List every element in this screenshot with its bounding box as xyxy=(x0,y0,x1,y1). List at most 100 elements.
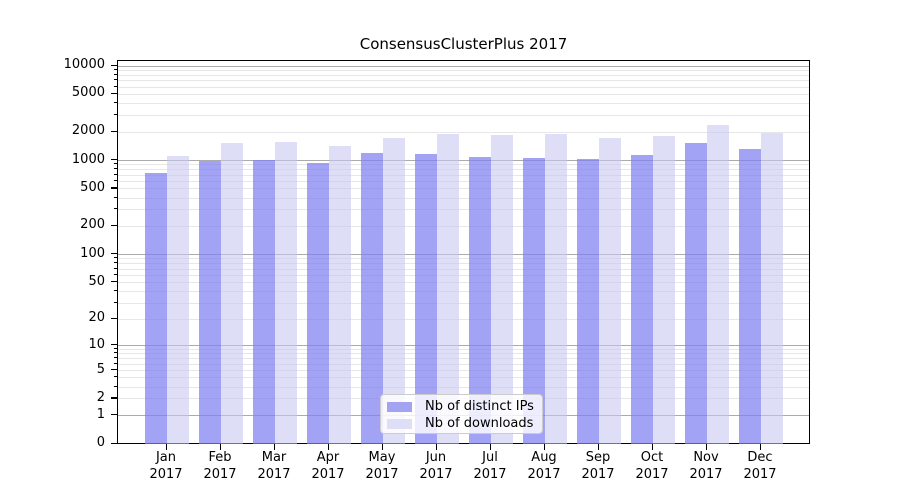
bar-nb-of-downloads-feb xyxy=(221,143,243,444)
gridline-4000 xyxy=(118,103,809,105)
y-tick-label-2: 2 xyxy=(96,389,105,405)
legend-label: Nb of distinct IPs xyxy=(425,399,534,414)
plot-area: Nb of distinct IPs Nb of downloads xyxy=(117,60,810,444)
y-tick-label-100: 100 xyxy=(80,245,105,261)
y-tick-500 xyxy=(111,187,117,189)
y-minor-tick-9000 xyxy=(114,68,117,70)
gridline-10000 xyxy=(118,65,809,67)
gridline-70 xyxy=(118,268,809,270)
y-minor-tick-70 xyxy=(114,267,117,269)
gridline-60 xyxy=(118,274,809,276)
bar-nb-of-downloads-aug xyxy=(545,134,567,444)
y-tick-2 xyxy=(111,397,117,399)
gridline-1000 xyxy=(118,160,809,161)
gridline-300 xyxy=(118,209,809,211)
y-tick-10000 xyxy=(111,64,117,66)
y-tick-label-500: 500 xyxy=(80,179,105,195)
x-tick-label-apr: Apr 2017 xyxy=(311,450,345,482)
y-tick-label-1000: 1000 xyxy=(71,151,105,167)
y-tick-0 xyxy=(111,442,117,444)
bar-nb-of-distinct-ips-dec xyxy=(739,149,761,444)
legend-swatch-icon xyxy=(387,401,412,412)
x-tick-label-dec: Dec 2017 xyxy=(743,450,777,482)
legend-item-nb-of-downloads: Nb of downloads xyxy=(387,415,542,432)
x-tick-label-feb: Feb 2017 xyxy=(203,450,237,482)
x-tick-label-may: May 2017 xyxy=(365,450,399,482)
gridline-600 xyxy=(118,180,809,182)
gridline-7 xyxy=(118,358,809,360)
y-tick-label-200: 200 xyxy=(80,217,105,233)
x-tick-jan xyxy=(165,444,167,450)
bar-nb-of-downloads-sep xyxy=(599,137,621,444)
gridline-6000 xyxy=(118,86,809,88)
bar-nb-of-distinct-ips-oct xyxy=(631,155,653,444)
gridline-2000 xyxy=(118,131,809,133)
y-tick-50 xyxy=(111,281,117,283)
y-minor-tick-900 xyxy=(114,163,117,165)
y-tick-label-50: 50 xyxy=(88,273,105,289)
legend-item-nb-of-distinct-ips: Nb of distinct IPs xyxy=(387,398,542,415)
bar-nb-of-downloads-apr xyxy=(329,146,351,444)
gridline-20 xyxy=(118,318,809,320)
bar-nb-of-downloads-jan xyxy=(167,156,189,444)
bar-nb-of-distinct-ips-mar xyxy=(253,160,275,444)
chart-title: ConsensusClusterPlus 2017 xyxy=(359,35,568,53)
bar-nb-of-distinct-ips-feb xyxy=(199,160,221,444)
x-tick-apr xyxy=(327,444,329,450)
gridline-30 xyxy=(118,302,809,304)
y-minor-tick-4 xyxy=(114,376,117,378)
bar-nb-of-downloads-mar xyxy=(275,142,297,444)
gridline-800 xyxy=(118,169,809,171)
y-minor-tick-400 xyxy=(114,196,117,198)
x-tick-label-jul: Jul 2017 xyxy=(473,450,507,482)
legend-swatch-icon xyxy=(387,418,412,429)
y-tick-label-5000: 5000 xyxy=(71,85,105,101)
y-tick-label-10: 10 xyxy=(88,336,105,352)
y-tick-20 xyxy=(111,317,117,319)
x-tick-jul xyxy=(489,444,491,450)
gridline-40 xyxy=(118,291,809,293)
bar-nb-of-downloads-jun xyxy=(437,133,459,444)
bar-nb-of-downloads-jul xyxy=(491,135,513,444)
x-tick-label-aug: Aug 2017 xyxy=(527,450,561,482)
legend: Nb of distinct IPs Nb of downloads xyxy=(380,394,543,434)
x-tick-label-oct: Oct 2017 xyxy=(635,450,669,482)
y-minor-tick-600 xyxy=(114,179,117,181)
y-minor-tick-800 xyxy=(114,168,117,170)
y-tick-1 xyxy=(111,414,117,416)
x-tick-may xyxy=(381,444,383,450)
y-tick-10 xyxy=(111,344,117,346)
gridline-4 xyxy=(118,377,809,379)
y-tick-label-1: 1 xyxy=(96,406,105,422)
bar-nb-of-distinct-ips-aug xyxy=(523,157,545,444)
y-minor-tick-40 xyxy=(114,290,117,292)
y-minor-tick-9 xyxy=(114,348,117,349)
x-tick-dec xyxy=(759,444,761,450)
gridline-6 xyxy=(118,363,809,365)
y-tick-2000 xyxy=(111,130,117,132)
x-tick-label-jun: Jun 2017 xyxy=(419,450,453,482)
x-tick-label-jan: Jan 2017 xyxy=(149,450,183,482)
x-tick-nov xyxy=(705,444,707,450)
y-minor-tick-8000 xyxy=(114,73,117,75)
bar-nb-of-distinct-ips-may xyxy=(361,153,383,444)
gridline-3 xyxy=(118,386,809,388)
y-minor-tick-60 xyxy=(114,273,117,275)
y-minor-tick-6 xyxy=(114,362,117,364)
gridline-5 xyxy=(118,370,809,371)
gridline-400 xyxy=(118,197,809,199)
y-tick-label-5: 5 xyxy=(96,361,105,377)
bar-nb-of-distinct-ips-jan xyxy=(145,172,167,444)
y-minor-tick-30 xyxy=(114,301,117,303)
y-minor-tick-7 xyxy=(114,357,117,359)
gridline-900 xyxy=(118,164,809,166)
gridline-80 xyxy=(118,263,809,265)
y-minor-tick-90 xyxy=(114,257,117,259)
gridline-90 xyxy=(118,258,809,260)
x-tick-mar xyxy=(273,444,275,450)
bar-nb-of-distinct-ips-sep xyxy=(577,158,599,444)
y-minor-tick-80 xyxy=(114,262,117,264)
y-tick-label-2000: 2000 xyxy=(71,123,105,138)
bar-nb-of-distinct-ips-nov xyxy=(685,142,707,444)
